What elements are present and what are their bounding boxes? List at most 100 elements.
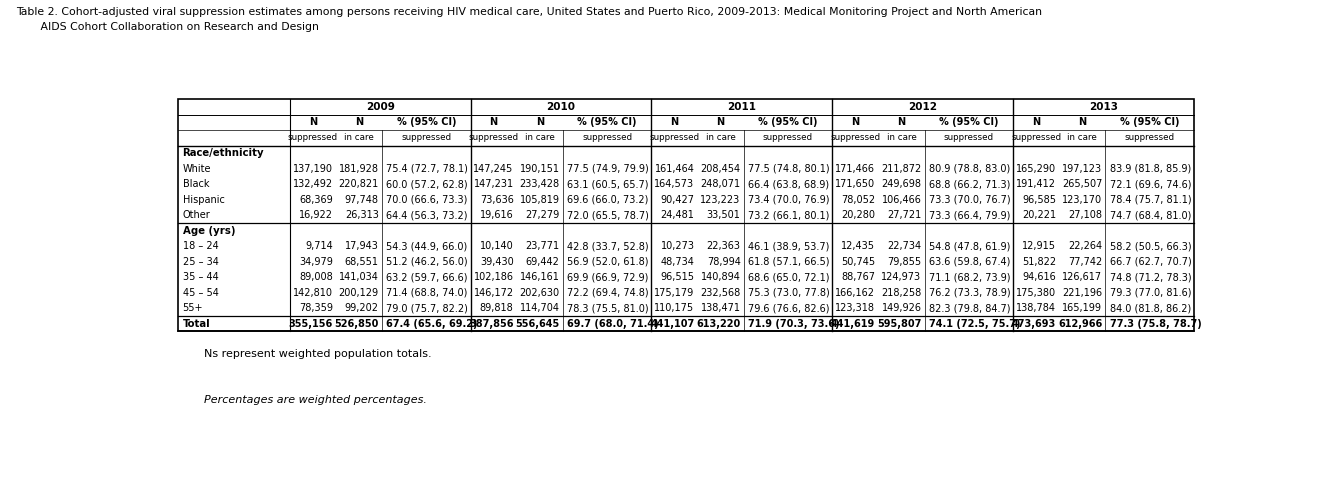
Text: 123,318: 123,318 bbox=[836, 303, 876, 313]
Text: 77.5 (74.9, 79.9): 77.5 (74.9, 79.9) bbox=[567, 164, 649, 174]
Text: 71.1 (68.2, 73.9): 71.1 (68.2, 73.9) bbox=[929, 272, 1010, 282]
Text: 165,199: 165,199 bbox=[1062, 303, 1102, 313]
Text: 473,693: 473,693 bbox=[1011, 319, 1057, 329]
Text: 114,704: 114,704 bbox=[520, 303, 560, 313]
Text: Other: Other bbox=[182, 210, 210, 220]
Text: 221,196: 221,196 bbox=[1062, 288, 1102, 297]
Text: 63.2 (59.7, 66.6): 63.2 (59.7, 66.6) bbox=[387, 272, 468, 282]
Text: 39,430: 39,430 bbox=[480, 257, 513, 267]
Text: suppressed: suppressed bbox=[1011, 133, 1062, 142]
Text: 165,290: 165,290 bbox=[1017, 164, 1057, 174]
Text: % (95% CI): % (95% CI) bbox=[1120, 118, 1179, 127]
Text: 79.0 (75.7, 82.2): 79.0 (75.7, 82.2) bbox=[387, 303, 468, 313]
Text: 74.8 (71.2, 78.3): 74.8 (71.2, 78.3) bbox=[1110, 272, 1191, 282]
Text: 441,107: 441,107 bbox=[650, 319, 695, 329]
Text: 441,619: 441,619 bbox=[831, 319, 876, 329]
Text: 68,369: 68,369 bbox=[299, 195, 332, 205]
Text: N: N bbox=[716, 118, 724, 127]
Text: 51,822: 51,822 bbox=[1022, 257, 1057, 267]
Text: 232,568: 232,568 bbox=[700, 288, 740, 297]
Text: 132,492: 132,492 bbox=[292, 179, 332, 189]
Text: 67.4 (65.6, 69.2): 67.4 (65.6, 69.2) bbox=[387, 319, 477, 329]
Text: 66.7 (62.7, 70.7): 66.7 (62.7, 70.7) bbox=[1110, 257, 1191, 267]
Text: 63.1 (60.5, 65.7): 63.1 (60.5, 65.7) bbox=[567, 179, 649, 189]
Text: 78,994: 78,994 bbox=[707, 257, 740, 267]
Text: Table 2. Cohort-adjusted viral suppression estimates among persons receiving HIV: Table 2. Cohort-adjusted viral suppressi… bbox=[16, 7, 1042, 17]
Text: N: N bbox=[489, 118, 497, 127]
Text: 56.9 (52.0, 61.8): 56.9 (52.0, 61.8) bbox=[567, 257, 649, 267]
Text: 84.0 (81.8, 86.2): 84.0 (81.8, 86.2) bbox=[1110, 303, 1191, 313]
Text: 18 – 24: 18 – 24 bbox=[182, 241, 218, 251]
Text: suppressed: suppressed bbox=[650, 133, 699, 142]
Text: N: N bbox=[897, 118, 905, 127]
Text: 54.3 (44.9, 66.0): 54.3 (44.9, 66.0) bbox=[387, 241, 468, 251]
Text: 191,412: 191,412 bbox=[1017, 179, 1057, 189]
Text: 97,748: 97,748 bbox=[344, 195, 379, 205]
Text: Percentages are weighted percentages.: Percentages are weighted percentages. bbox=[205, 395, 427, 405]
Text: 166,162: 166,162 bbox=[836, 288, 876, 297]
Text: % (95% CI): % (95% CI) bbox=[396, 118, 456, 127]
Text: 79.6 (76.6, 82.6): 79.6 (76.6, 82.6) bbox=[748, 303, 829, 313]
Text: 110,175: 110,175 bbox=[654, 303, 695, 313]
Text: 79.3 (77.0, 81.6): 79.3 (77.0, 81.6) bbox=[1110, 288, 1191, 297]
Text: 102,186: 102,186 bbox=[473, 272, 513, 282]
Text: % (95% CI): % (95% CI) bbox=[577, 118, 637, 127]
Text: 46.1 (38.9, 53.7): 46.1 (38.9, 53.7) bbox=[748, 241, 829, 251]
Text: 595,807: 595,807 bbox=[877, 319, 921, 329]
Text: 2012: 2012 bbox=[908, 102, 937, 112]
Text: 27,108: 27,108 bbox=[1069, 210, 1102, 220]
Text: 23,771: 23,771 bbox=[525, 241, 560, 251]
Text: 248,071: 248,071 bbox=[700, 179, 740, 189]
Text: 68.8 (66.2, 71.3): 68.8 (66.2, 71.3) bbox=[929, 179, 1010, 189]
Text: 89,008: 89,008 bbox=[299, 272, 332, 282]
Text: 19,616: 19,616 bbox=[480, 210, 513, 220]
Text: 55+: 55+ bbox=[182, 303, 203, 313]
Text: 83.9 (81.8, 85.9): 83.9 (81.8, 85.9) bbox=[1110, 164, 1191, 174]
Text: 89,818: 89,818 bbox=[480, 303, 513, 313]
Text: 34,979: 34,979 bbox=[299, 257, 332, 267]
Text: 22,363: 22,363 bbox=[707, 241, 740, 251]
Text: White: White bbox=[182, 164, 211, 174]
Text: 99,202: 99,202 bbox=[344, 303, 379, 313]
Text: 27,279: 27,279 bbox=[525, 210, 560, 220]
Text: 63.6 (59.8, 67.4): 63.6 (59.8, 67.4) bbox=[929, 257, 1010, 267]
Text: 61.8 (57.1, 66.5): 61.8 (57.1, 66.5) bbox=[748, 257, 829, 267]
Text: 77.5 (74.8, 80.1): 77.5 (74.8, 80.1) bbox=[748, 164, 829, 174]
Text: 220,821: 220,821 bbox=[339, 179, 379, 189]
Text: 149,926: 149,926 bbox=[881, 303, 921, 313]
Text: N: N bbox=[1033, 118, 1041, 127]
Text: 78,052: 78,052 bbox=[841, 195, 876, 205]
Text: 2011: 2011 bbox=[727, 102, 756, 112]
Text: 16,922: 16,922 bbox=[299, 210, 332, 220]
Text: in care: in care bbox=[344, 133, 373, 142]
Text: 75.3 (73.0, 77.8): 75.3 (73.0, 77.8) bbox=[748, 288, 829, 297]
Text: 71.9 (70.3, 73.6): 71.9 (70.3, 73.6) bbox=[748, 319, 840, 329]
Text: 96,585: 96,585 bbox=[1022, 195, 1057, 205]
Text: 141,034: 141,034 bbox=[339, 272, 379, 282]
Text: 147,231: 147,231 bbox=[473, 179, 513, 189]
Text: suppressed: suppressed bbox=[287, 133, 338, 142]
Text: 181,928: 181,928 bbox=[339, 164, 379, 174]
Text: 355,156: 355,156 bbox=[288, 319, 332, 329]
Text: 90,427: 90,427 bbox=[661, 195, 695, 205]
Text: 68,551: 68,551 bbox=[344, 257, 379, 267]
Text: 77,742: 77,742 bbox=[1069, 257, 1102, 267]
Text: 22,734: 22,734 bbox=[888, 241, 921, 251]
Text: 106,466: 106,466 bbox=[881, 195, 921, 205]
Text: 146,172: 146,172 bbox=[473, 288, 513, 297]
Text: % (95% CI): % (95% CI) bbox=[759, 118, 817, 127]
Text: % (95% CI): % (95% CI) bbox=[940, 118, 998, 127]
Text: 175,179: 175,179 bbox=[654, 288, 695, 297]
Text: N: N bbox=[1078, 118, 1086, 127]
Text: 126,617: 126,617 bbox=[1062, 272, 1102, 282]
Text: 24,481: 24,481 bbox=[661, 210, 695, 220]
Text: 96,515: 96,515 bbox=[661, 272, 695, 282]
Text: 69.6 (66.0, 73.2): 69.6 (66.0, 73.2) bbox=[567, 195, 649, 205]
Text: 137,190: 137,190 bbox=[292, 164, 332, 174]
Text: Black: Black bbox=[182, 179, 209, 189]
Text: 140,894: 140,894 bbox=[700, 272, 740, 282]
Text: 74.1 (72.5, 75.7): 74.1 (72.5, 75.7) bbox=[929, 319, 1021, 329]
Text: 2009: 2009 bbox=[365, 102, 395, 112]
Text: 171,650: 171,650 bbox=[835, 179, 876, 189]
Text: 69,442: 69,442 bbox=[526, 257, 560, 267]
